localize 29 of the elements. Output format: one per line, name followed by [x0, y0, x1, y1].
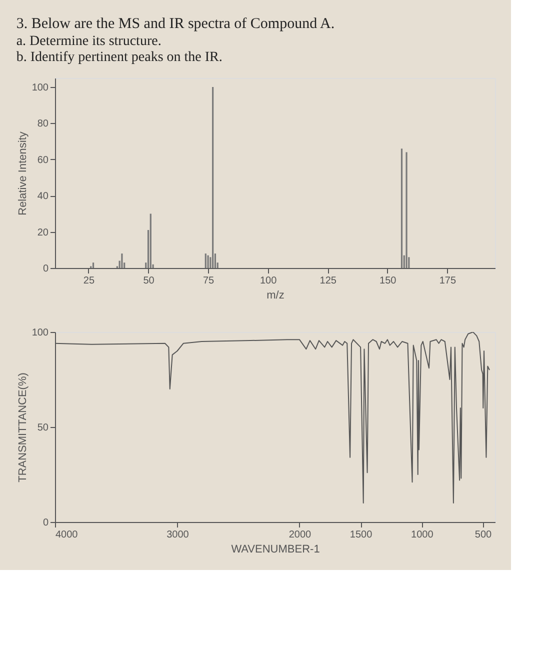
y-tick-label: 100 [32, 82, 49, 94]
x-tick-label: 25 [83, 276, 95, 286]
text: b. Identify pertinent peaks on the IR. [16, 50, 222, 65]
x-tick-label: 2000 [288, 530, 312, 540]
x-tick-label: 500 [474, 530, 492, 540]
text: a. Determine its structure. [16, 34, 162, 49]
x-axis-title: m/z [266, 290, 284, 302]
y-axis-title: TRANSMITTANCE(%) [16, 372, 29, 482]
x-tick-label: 75 [202, 276, 215, 286]
y-tick-label: 40 [37, 191, 49, 202]
x-tick-label: 3000 [166, 530, 190, 540]
y-tick-label: 50 [37, 422, 49, 434]
y-tick-label: 80 [37, 118, 49, 130]
y-tick-label: 100 [32, 328, 49, 338]
x-tick-label: 125 [320, 276, 337, 286]
x-tick-label: 50 [143, 276, 155, 286]
y-tick-label: 60 [37, 154, 49, 166]
x-tick-label: 1000 [411, 530, 434, 540]
x-axis-title: WAVENUMBER-1 [231, 544, 320, 556]
x-tick-label: 150 [380, 276, 397, 286]
x-tick-label: 175 [439, 276, 456, 286]
chart-title: 3. Below are the MS and IR spectra of Compound A. [16, 16, 335, 32]
y-tick-label: 0 [42, 264, 49, 274]
y-axis-title: Relative Intensity [16, 131, 29, 216]
y-tick-label: 0 [42, 518, 49, 528]
x-tick-label: 1500 [350, 530, 373, 540]
x-tick-label: 100 [260, 276, 278, 286]
y-tick-label: 20 [37, 227, 49, 238]
x-tick-label: 4000 [56, 530, 78, 540]
